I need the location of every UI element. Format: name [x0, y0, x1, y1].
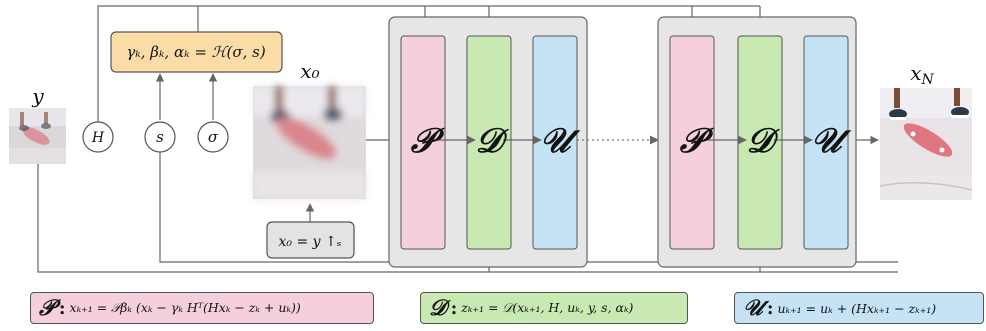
stage-2-d-block — [737, 35, 783, 250]
equation-d-symbol: 𝒟 — [429, 295, 447, 321]
input-image — [9, 108, 66, 164]
stage-1-p-block — [400, 35, 446, 250]
stage-1-u-block — [532, 35, 578, 250]
equation-u-colon: : — [766, 297, 774, 319]
equation-d-text: zₖ₊₁ = 𝒟(xₖ₊₁, H, uₖ, y, s, αₖ) — [461, 300, 634, 315]
equation-d-colon: : — [450, 297, 458, 319]
top-wire — [97, 5, 760, 122]
init-box — [266, 221, 355, 259]
equation-p-colon: : — [58, 297, 66, 319]
equation-p-text: xₖ₊₁ = 𝒫βₖ (xₖ − γₖ Hᵀ(Hxₖ − zₖ + uₖ)) — [69, 300, 301, 315]
equation-p-symbol: 𝒫 — [39, 295, 55, 321]
hyper-network-box — [110, 31, 283, 73]
input-image-label: y — [31, 84, 44, 108]
s-node-label: s — [156, 128, 164, 146]
s-node — [144, 121, 176, 153]
output-image-label: xN — [910, 61, 934, 88]
h-node — [82, 121, 114, 153]
equation-p-box: 𝒫 : xₖ₊₁ = 𝒫βₖ (xₖ − γₖ Hᵀ(Hxₖ − zₖ + uₖ… — [30, 292, 374, 324]
equation-u-text: uₖ₊₁ = uₖ + (Hxₖ₊₁ − zₖ₊₁) — [777, 300, 937, 316]
h-node-label: H — [91, 130, 105, 146]
init-image-label: x₀ — [300, 59, 319, 83]
stage-2-u-block — [803, 35, 849, 250]
stage-2-p-block — [669, 35, 715, 250]
sigma-node-label: σ — [208, 128, 219, 146]
init-image — [253, 86, 366, 199]
output-image — [879, 88, 973, 200]
sigma-node — [197, 121, 229, 153]
equation-d-box: 𝒟 : zₖ₊₁ = 𝒟(xₖ₊₁, H, uₖ, y, s, αₖ) — [420, 292, 688, 324]
stage-1-d-block — [466, 35, 512, 250]
init-box-label: x₀ = y ↑ₛ — [279, 234, 342, 250]
hyper-network-label: γₖ, βₖ, αₖ = ℋ(σ, s) — [126, 43, 266, 61]
equation-u-symbol: 𝒰 — [743, 295, 763, 321]
bottom-wire-y — [37, 162, 898, 273]
bottom-wire-s — [159, 150, 898, 263]
equation-u-box: 𝒰 : uₖ₊₁ = uₖ + (Hxₖ₊₁ − zₖ₊₁) — [734, 292, 984, 324]
